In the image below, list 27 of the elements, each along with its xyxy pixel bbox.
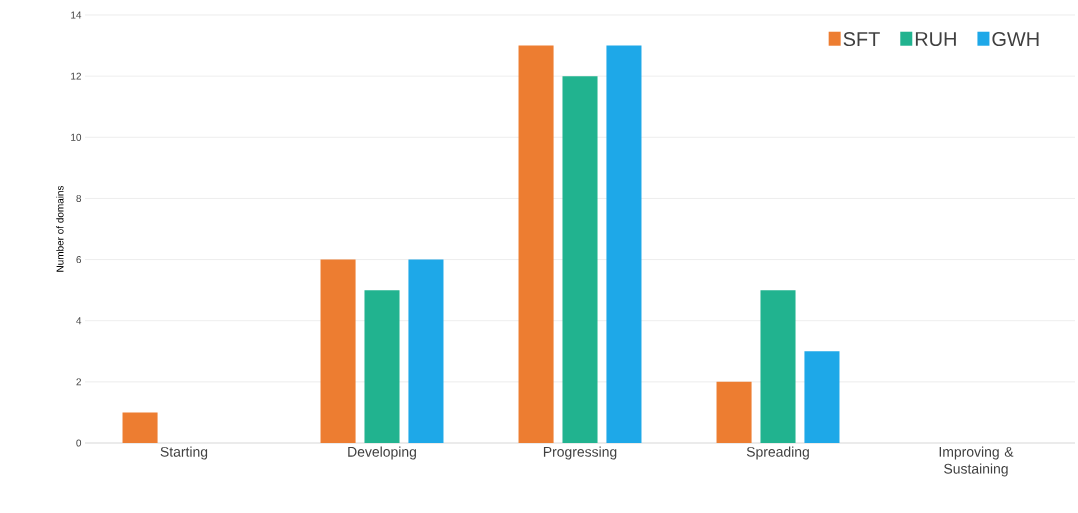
x-tick-label: Improving & Sustaining — [939, 446, 1014, 477]
y-tick-label: 6 — [76, 256, 82, 264]
bar — [122, 412, 158, 443]
bar — [804, 351, 840, 443]
bar — [760, 290, 796, 443]
y-axis-title: Number of domains — [56, 185, 64, 272]
bar — [716, 381, 752, 443]
y-tick-label: 2 — [76, 378, 81, 386]
bar — [408, 259, 444, 443]
x-tick-label: Progressing — [543, 446, 617, 460]
y-tick-label: 0 — [76, 439, 82, 447]
bar — [518, 45, 554, 443]
y-tick-label: 8 — [76, 194, 82, 202]
legend-label: RUH — [915, 32, 956, 47]
legend-label: GWH — [992, 32, 1039, 47]
legend-label: SFT — [843, 32, 880, 47]
bar — [320, 259, 356, 443]
x-tick-label: Spreading — [746, 446, 809, 460]
y-tick-label: 4 — [76, 317, 82, 325]
x-tick-label: Starting — [160, 446, 208, 460]
y-tick-label: 12 — [71, 72, 81, 80]
y-tick-label: 14 — [71, 11, 82, 19]
bar — [562, 76, 598, 443]
y-tick-label: 10 — [71, 133, 82, 141]
bar — [364, 290, 400, 443]
bar — [606, 45, 642, 443]
x-tick-label: Developing — [348, 446, 416, 460]
